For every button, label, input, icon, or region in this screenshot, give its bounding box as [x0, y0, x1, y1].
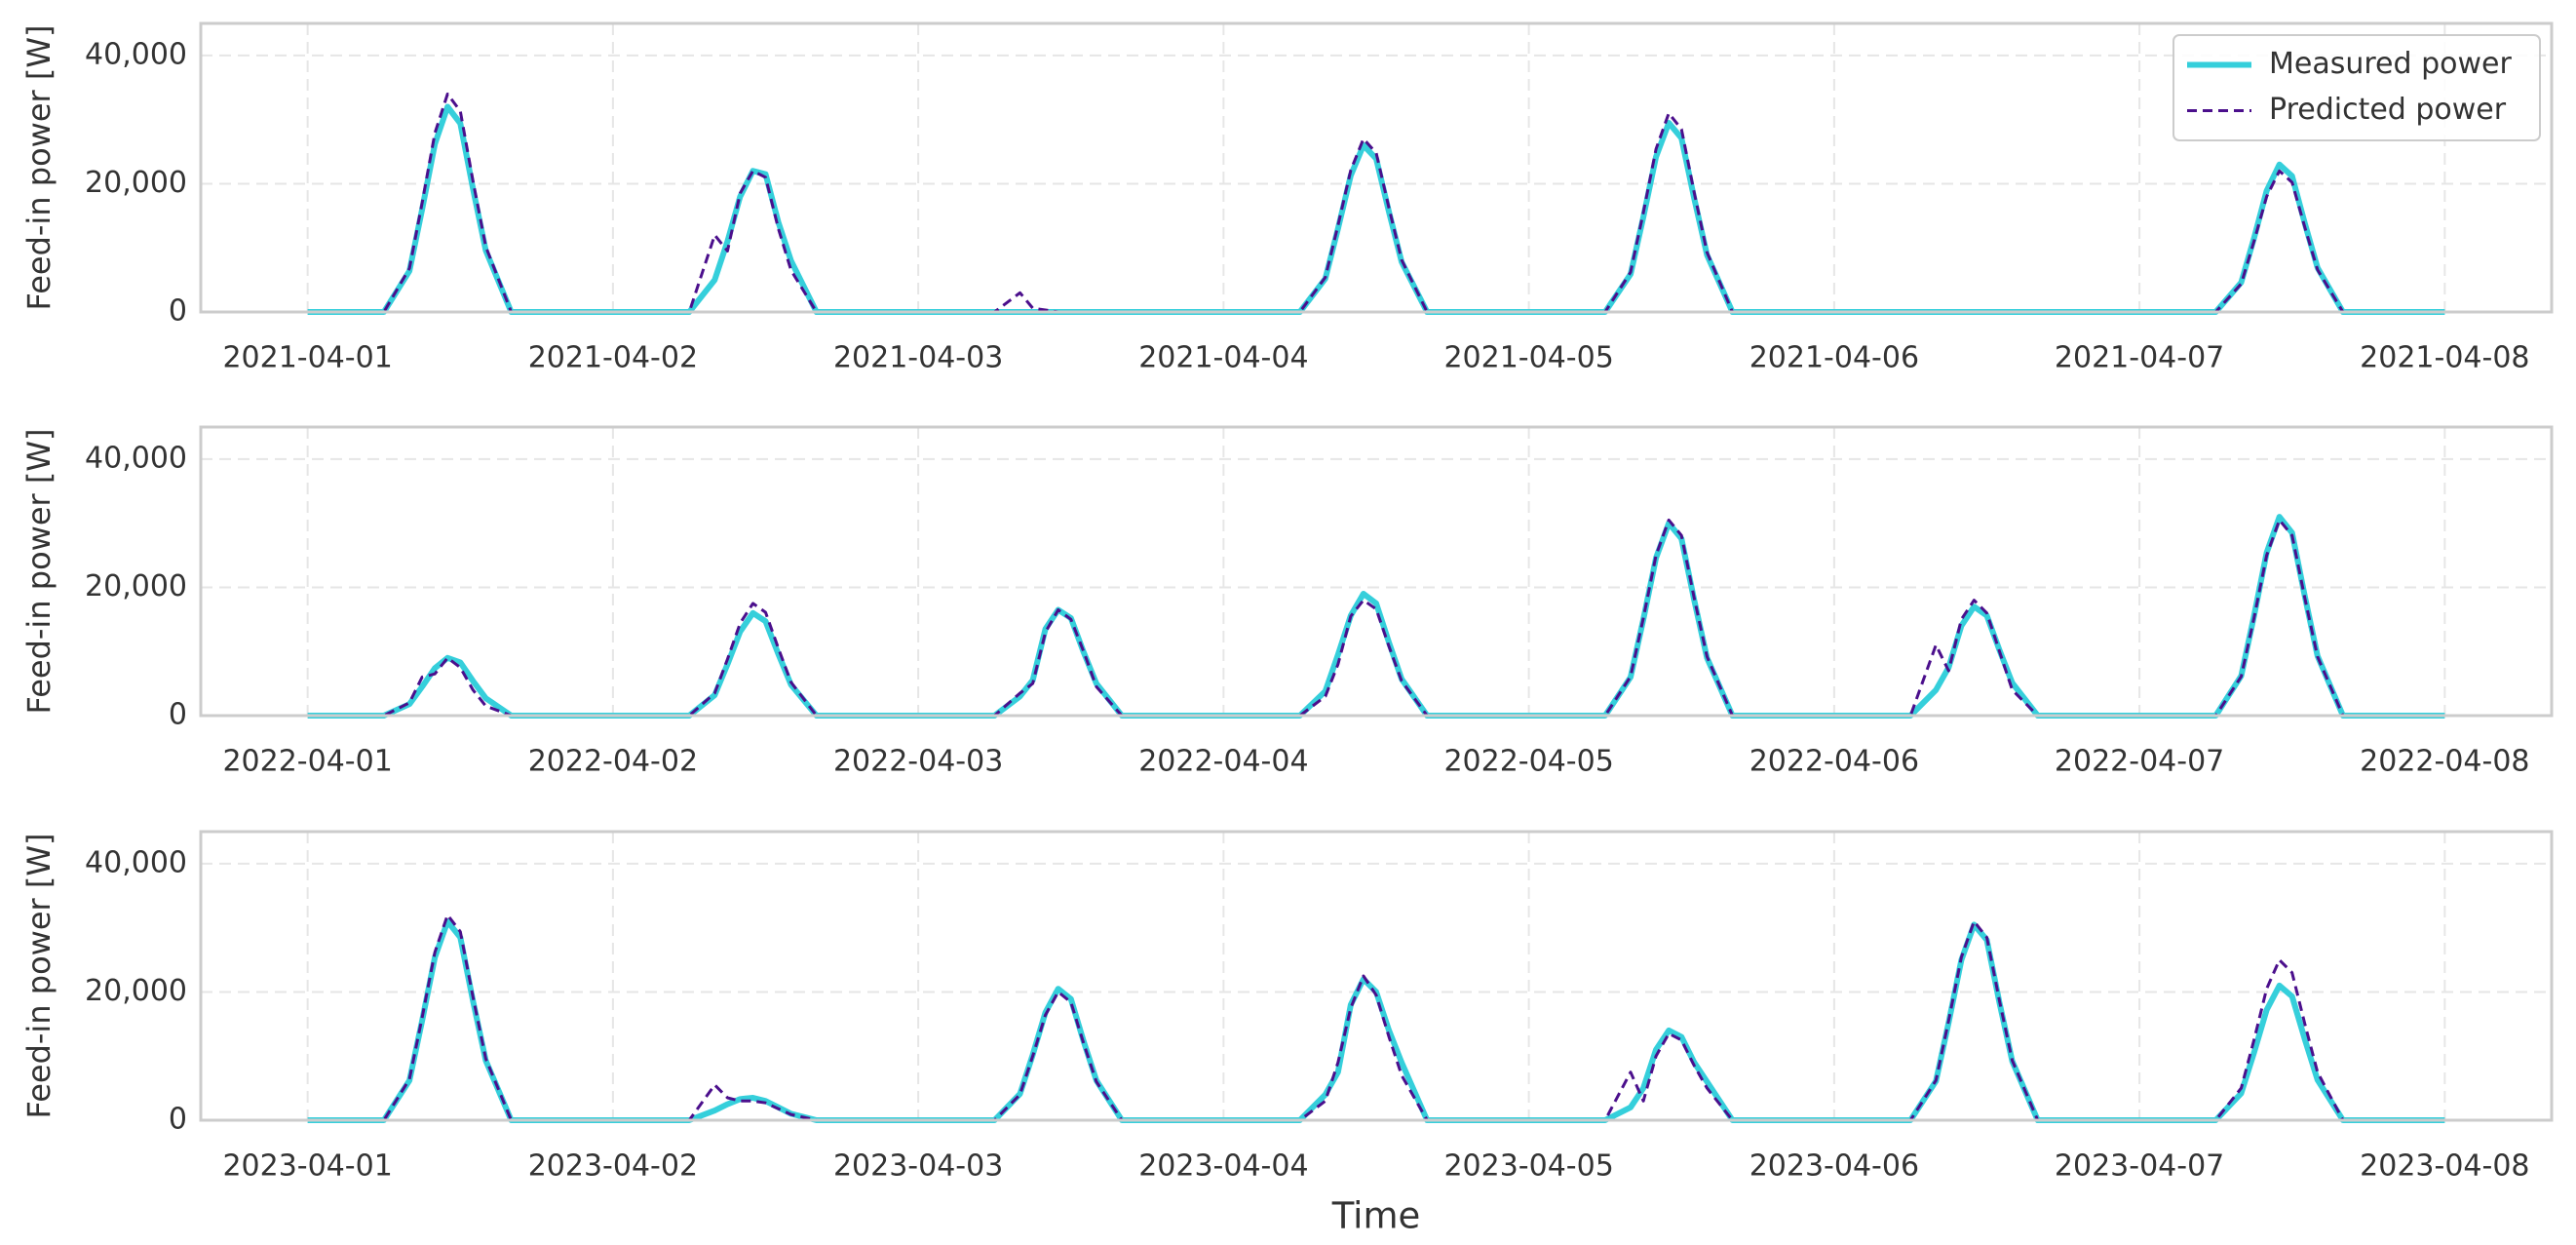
- x-tick-label: 2023-04-02: [528, 1149, 698, 1184]
- x-tick-label: 2022-04-03: [833, 745, 1003, 779]
- x-tick-label: 2022-04-04: [1138, 745, 1308, 779]
- axes-frame: [199, 830, 2554, 1122]
- x-tick-label: 2021-04-02: [528, 341, 698, 375]
- x-tick-label: 2022-04-08: [2360, 745, 2529, 779]
- x-tick-label: 2023-04-06: [1749, 1149, 1919, 1184]
- y-tick-label: 20,000: [85, 166, 187, 200]
- x-tick-label: 2021-04-04: [1138, 341, 1308, 375]
- y-tick-label: 0: [169, 1103, 187, 1137]
- x-tick-label: 2023-04-04: [1138, 1149, 1308, 1184]
- x-tick-label: 2021-04-01: [222, 341, 392, 375]
- x-tick-label: 2022-04-07: [2055, 745, 2224, 779]
- x-tick-label: 2023-04-03: [833, 1149, 1003, 1184]
- y-tick-label: 20,000: [85, 569, 187, 603]
- x-tick-label: 2023-04-05: [1443, 1149, 1613, 1184]
- legend-label: Measured power: [2269, 47, 2512, 81]
- y-tick-label: 40,000: [85, 845, 187, 879]
- y-axis-label: Feed-in power [W]: [20, 834, 58, 1119]
- x-tick-label: 2021-04-08: [2360, 341, 2529, 375]
- axes-frame: [199, 425, 2554, 718]
- x-tick-label: 2021-04-07: [2055, 341, 2224, 375]
- x-tick-label: 2023-04-08: [2360, 1149, 2529, 1184]
- legend: Measured power Predicted power: [2172, 34, 2541, 141]
- subplot: 2021-04-01 2021-04-02 2021-04-03 2021-04-04…: [20, 21, 2554, 375]
- subplot: 2022-04-01 2022-04-02 2022-04-03 2022-04-04…: [20, 425, 2554, 779]
- y-axis-label: Feed-in power [W]: [20, 429, 58, 715]
- x-tick-label: 2023-04-01: [222, 1149, 392, 1184]
- axes-frame: [199, 21, 2554, 314]
- x-tick-label: 2021-04-03: [833, 341, 1003, 375]
- predicted-line: [307, 914, 2445, 1122]
- x-tick-label: 2023-04-07: [2055, 1149, 2224, 1184]
- x-tick-label: 2022-04-06: [1749, 745, 1919, 779]
- x-tick-label: 2022-04-01: [222, 745, 392, 779]
- y-tick-label: 40,000: [85, 37, 187, 71]
- x-axis-label: Time: [1331, 1195, 1421, 1237]
- x-tick-label: 2022-04-05: [1443, 745, 1613, 779]
- y-tick-label: 20,000: [85, 974, 187, 1008]
- y-axis-label: Feed-in power [W]: [20, 25, 58, 311]
- legend-box: [2172, 34, 2541, 141]
- predicted-line: [307, 518, 2445, 718]
- y-tick-label: 0: [169, 698, 187, 732]
- y-tick-label: 0: [169, 294, 187, 329]
- y-tick-label: 40,000: [85, 441, 187, 475]
- predicted-line: [307, 92, 2445, 314]
- x-tick-label: 2021-04-05: [1443, 341, 1613, 375]
- subplot: 2023-04-01 2023-04-02 2023-04-03 2023-04-04…: [20, 830, 2554, 1237]
- x-tick-label: 2021-04-06: [1749, 341, 1919, 375]
- legend-label: Predicted power: [2269, 93, 2507, 127]
- x-tick-label: 2022-04-02: [528, 745, 698, 779]
